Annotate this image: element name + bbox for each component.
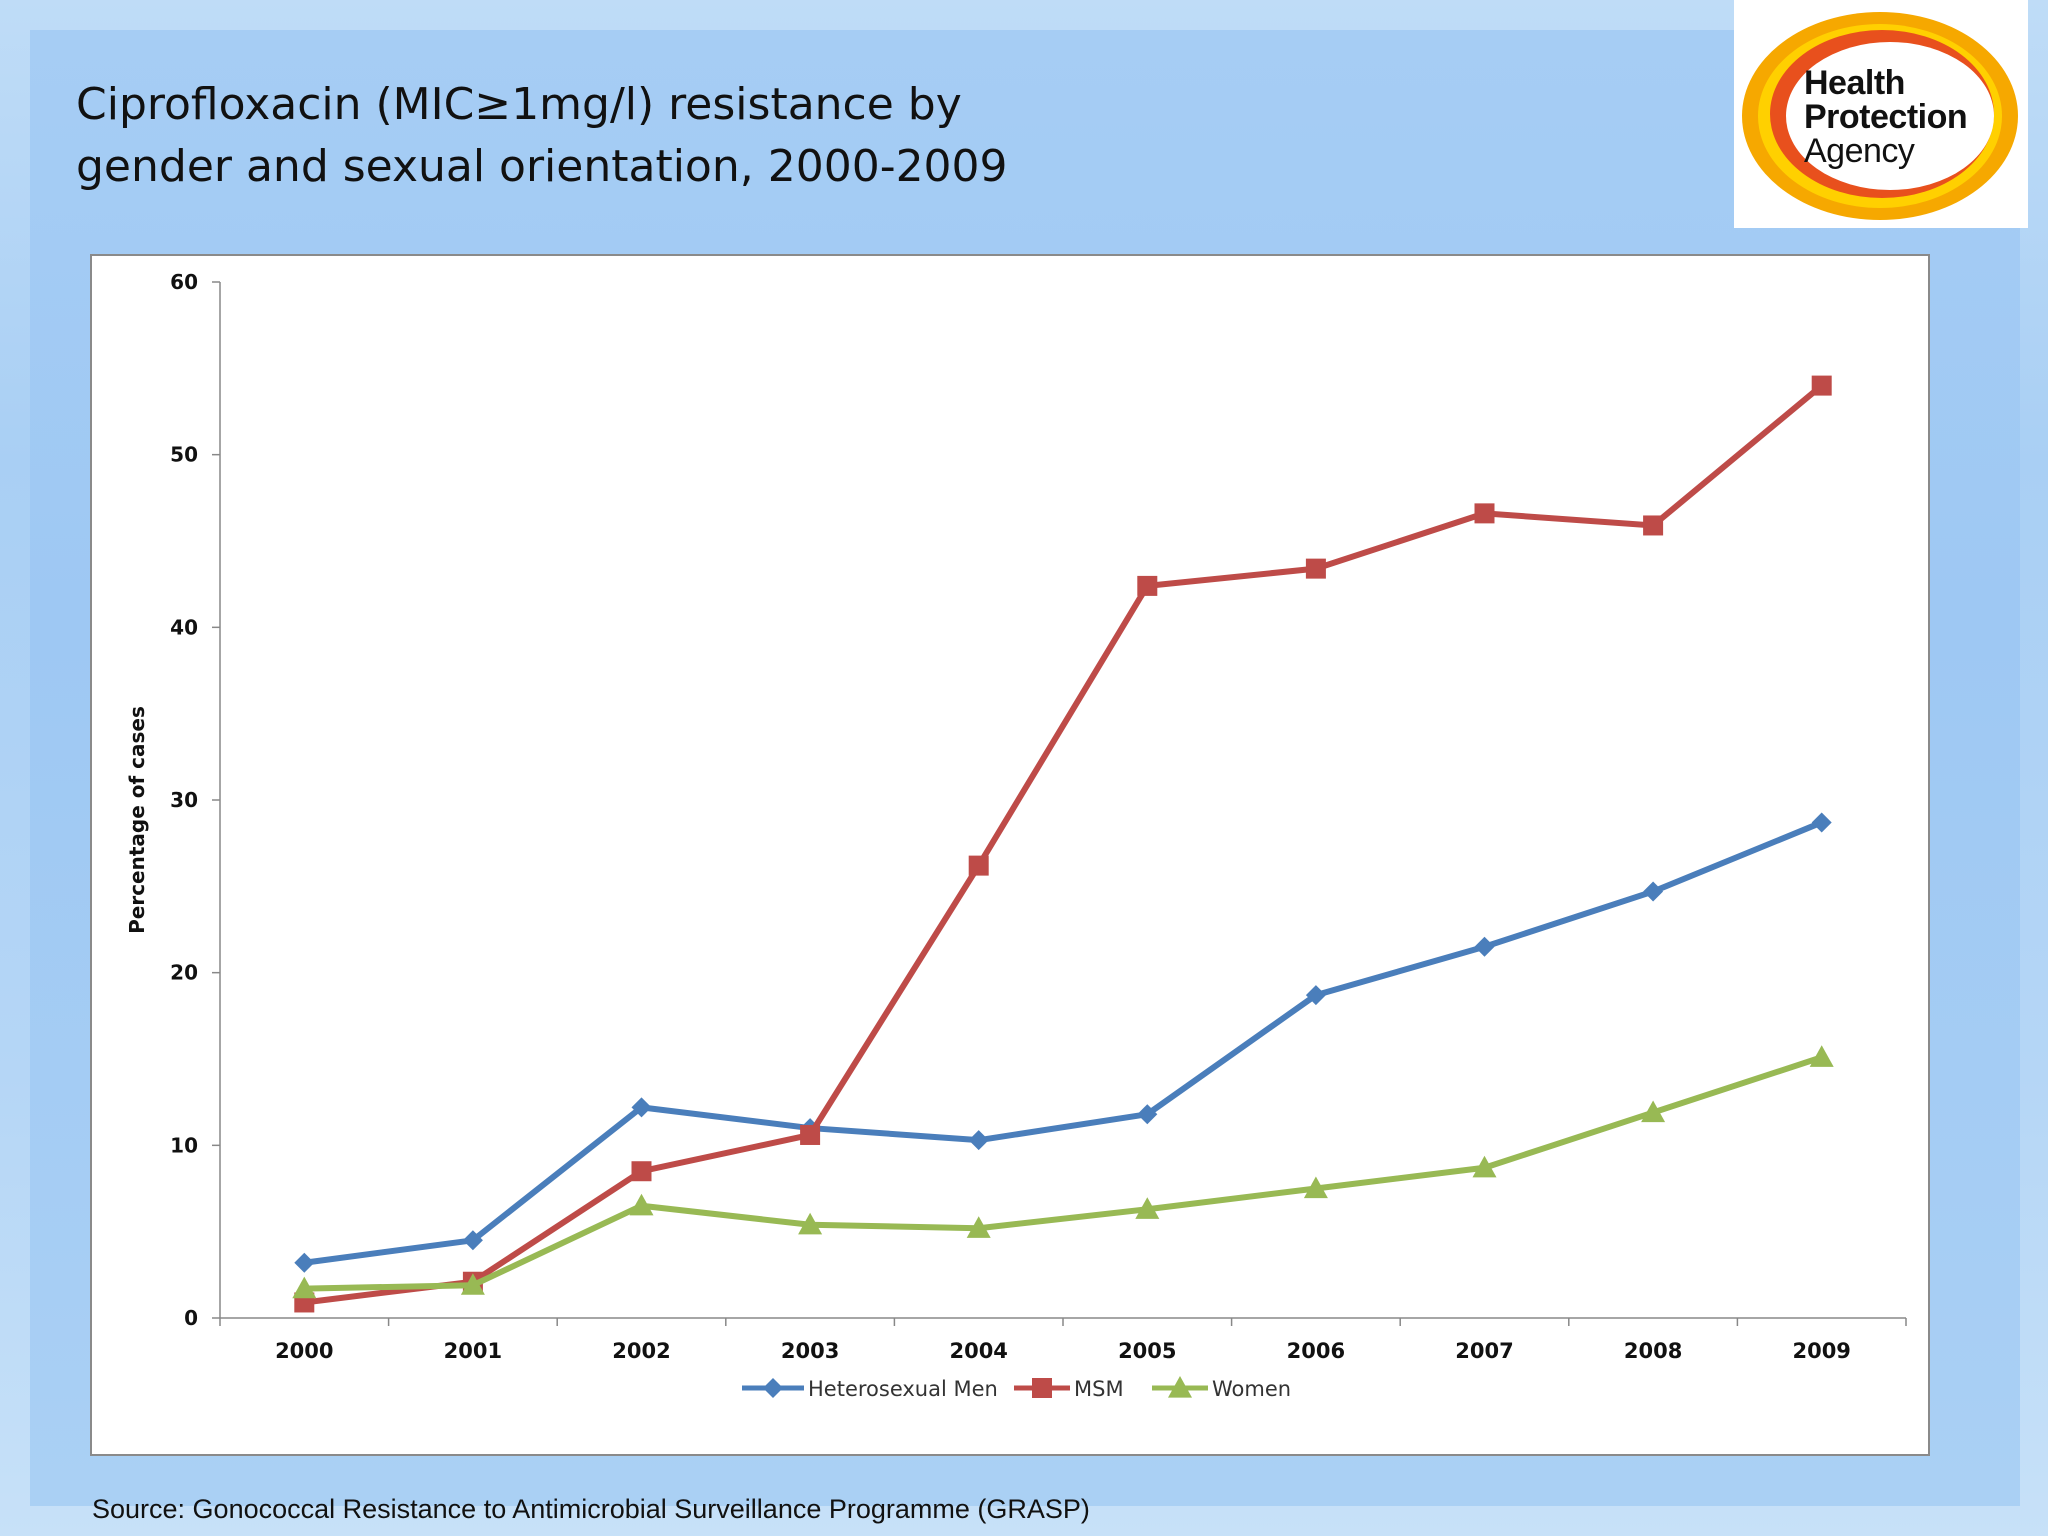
logo-wordmark: Health Protection Agency <box>1804 64 1968 170</box>
x-tick-label: 2001 <box>444 1339 502 1363</box>
line-chart: 0 10 20 30 40 50 60 2000 2001 2002 2003 2004 2005 200… <box>125 270 1907 1401</box>
data-point-heterosexual-men <box>1811 812 1832 833</box>
data-point-women <box>629 1193 654 1216</box>
y-tick-label: 40 <box>170 615 198 639</box>
data-point-msm <box>1305 558 1326 579</box>
data-point-msm <box>1811 375 1832 396</box>
legend-marker-msm <box>1032 1378 1052 1398</box>
data-point-heterosexual-men <box>1137 1104 1158 1125</box>
x-tick-label: 2002 <box>612 1339 670 1363</box>
logo-line-agency: Agency <box>1804 132 1915 170</box>
series-line-msm <box>301 382 1825 1306</box>
x-tick-label: 2003 <box>781 1339 839 1363</box>
chart-frame: 0 10 20 30 40 50 60 2000 2001 2002 2003 2004 2005 200… <box>90 254 1930 1456</box>
data-point-women <box>460 1273 485 1295</box>
y-axis-title: Percentage of cases <box>125 706 149 934</box>
legend-label-heterosexual-men: Heterosexual Men <box>808 1377 998 1401</box>
y-tick-label: 50 <box>170 443 198 467</box>
y-tick-label: 10 <box>170 1133 198 1157</box>
data-point-msm <box>1643 515 1664 536</box>
logo-swoosh-icon <box>1742 12 2018 220</box>
logo-line-health: Health <box>1804 64 1905 102</box>
y-tick-label: 60 <box>170 270 198 294</box>
x-tick-label: 2008 <box>1624 1339 1682 1363</box>
x-tick-label: 2004 <box>949 1339 1007 1363</box>
title-line-1: Ciprofloxacin (MIC≥1mg/l) resistance by <box>76 79 962 130</box>
data-point-heterosexual-men <box>1474 936 1495 957</box>
data-point-women <box>1472 1155 1497 1178</box>
legend-label-women: Women <box>1212 1377 1291 1401</box>
x-tick-label: 2006 <box>1287 1339 1345 1363</box>
logo-line-protection: Protection <box>1804 98 1968 136</box>
series-line-heterosexual-men <box>301 819 1825 1266</box>
x-tick-label: 2007 <box>1455 1339 1513 1363</box>
title-line-2: gender and sexual orientation, 2000-2009 <box>76 141 1008 192</box>
data-point-heterosexual-men <box>1643 881 1664 902</box>
data-point-msm <box>1137 575 1158 596</box>
x-tick-label: 2005 <box>1118 1339 1176 1363</box>
data-point-msm <box>800 1124 821 1145</box>
data-point-heterosexual-men <box>1305 985 1326 1006</box>
health-protection-agency-logo: Health Protection Agency <box>1734 0 2028 228</box>
data-point-msm <box>631 1161 652 1182</box>
y-tick-label: 0 <box>184 1306 198 1330</box>
data-point-msm <box>1474 503 1495 524</box>
data-point-women <box>1135 1197 1160 1219</box>
data-point-women <box>966 1216 991 1238</box>
data-point-women <box>1641 1100 1666 1123</box>
data-point-women <box>292 1276 317 1299</box>
logo-center <box>1786 42 1994 190</box>
legend-label-msm: MSM <box>1074 1377 1124 1401</box>
data-point-women <box>798 1212 823 1235</box>
data-point-heterosexual-men <box>462 1230 483 1251</box>
legend-marker-heterosexual-men <box>763 1378 783 1398</box>
data-point-heterosexual-men <box>968 1130 989 1151</box>
x-tick-label: 2000 <box>275 1339 333 1363</box>
legend-marker-women <box>1168 1376 1192 1398</box>
y-tick-label: 20 <box>170 961 198 985</box>
x-tick-label: 2009 <box>1792 1339 1850 1363</box>
y-tick-label: 30 <box>170 788 198 812</box>
series-line-women <box>301 1054 1825 1292</box>
data-point-heterosexual-men <box>631 1097 652 1118</box>
data-point-women <box>1303 1176 1328 1199</box>
source-note: Source: Gonococcal Resistance to Antimic… <box>92 1494 1090 1524</box>
data-point-msm <box>968 855 989 876</box>
data-point-heterosexual-men <box>294 1252 315 1273</box>
slide-title: Ciprofloxacin (MIC≥1mg/l) resistance by … <box>76 74 1176 198</box>
data-point-women <box>1809 1045 1834 1067</box>
